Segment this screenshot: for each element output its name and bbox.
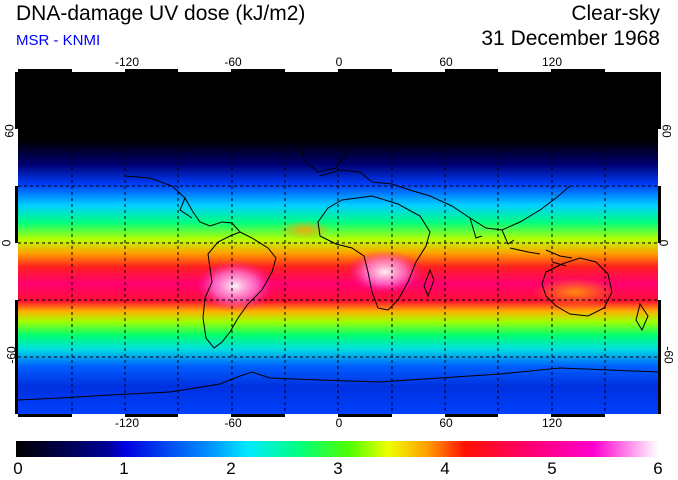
sky-condition-label: Clear-sky	[571, 2, 660, 25]
lat-tick-right-60s: -60	[661, 346, 676, 364]
lat-tick-right-60n: 60	[659, 124, 674, 138]
lon-tick-bottom-60e: 60	[439, 416, 453, 430]
data-source-label: MSR - KNMI	[16, 32, 101, 49]
colorbar-label-6: 6	[653, 459, 663, 478]
coastlines	[18, 135, 658, 401]
lat-tick-right-0: 0	[656, 239, 671, 247]
south-america-peak	[195, 260, 275, 312]
colorbar-label-5: 5	[547, 459, 557, 478]
lat-tick-left-0: 0	[0, 239, 14, 247]
lon-tick-top-0: 0	[335, 55, 343, 69]
atlantic-warm-zone	[279, 220, 331, 240]
date-label: 31 December 1968	[481, 27, 660, 50]
colorbar-label-4: 4	[440, 459, 450, 478]
lon-tick-top-60e: 60	[439, 55, 453, 69]
new-zealand-coast	[635, 302, 649, 332]
lon-tick-bottom-0: 0	[335, 416, 343, 430]
madagascar-coast	[423, 268, 435, 298]
lat-tick-left-60n: 60	[2, 124, 17, 138]
antarctica-coast	[18, 367, 658, 401]
australia-warm-zone	[533, 278, 617, 306]
colorbar-label-0: 0	[13, 459, 23, 478]
lon-tick-bottom-60w: -60	[224, 416, 242, 430]
australia-coast	[541, 257, 613, 317]
lon-tick-bottom-120e: 120	[541, 416, 563, 430]
southern-africa-peak	[347, 250, 423, 294]
colorbar-label-3: 3	[333, 459, 343, 478]
europe-asia-coast	[319, 169, 571, 245]
south-america-coast	[202, 231, 277, 349]
colorbar-label-2: 2	[226, 459, 236, 478]
colorbar	[16, 441, 658, 457]
lon-tick-bottom-120w: -120	[114, 416, 140, 430]
lat-tick-left-60s: -60	[4, 346, 19, 364]
graticule	[18, 72, 658, 414]
map-title: DNA-damage UV dose (kJ/m2)	[16, 2, 306, 25]
map-frame	[15, 69, 661, 417]
lon-tick-top-60w: -60	[224, 55, 242, 69]
greenland-coast	[299, 135, 349, 173]
colorbar-label-1: 1	[119, 459, 129, 478]
north-america-coast	[124, 175, 241, 233]
lon-tick-top-120w: -120	[114, 55, 140, 69]
lon-tick-top-120e: 120	[541, 55, 563, 69]
africa-coast	[317, 195, 431, 311]
indonesia-coast	[509, 247, 573, 267]
